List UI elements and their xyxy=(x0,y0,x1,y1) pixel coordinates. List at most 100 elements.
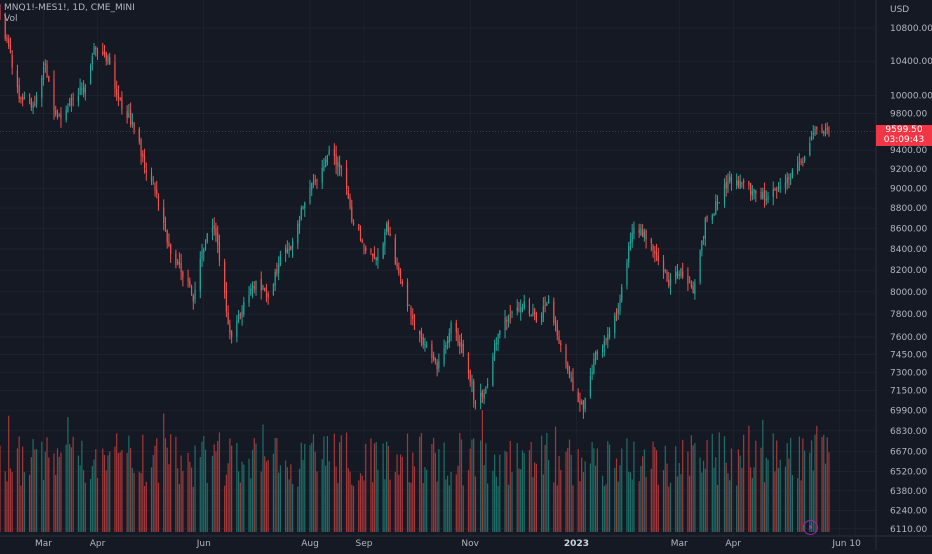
volume-bar xyxy=(386,441,388,532)
volume-bar xyxy=(420,433,423,532)
volume-bar xyxy=(114,446,116,532)
volume-bar xyxy=(227,463,229,532)
volume-bar xyxy=(20,485,22,532)
candle-body xyxy=(763,190,766,200)
volume-bar xyxy=(351,484,353,532)
candle-body xyxy=(267,293,269,298)
candle-body xyxy=(352,222,355,225)
candle-body xyxy=(741,182,743,184)
candle-body xyxy=(248,294,250,303)
volume-bar xyxy=(504,450,506,532)
candle-body xyxy=(483,393,485,399)
volume-bar xyxy=(164,438,167,532)
volume-bar xyxy=(821,436,823,532)
candle-body xyxy=(333,148,335,156)
candle-body xyxy=(218,243,221,261)
volume-bar xyxy=(642,456,644,532)
volume-bar xyxy=(237,471,240,532)
volume-bar xyxy=(694,443,696,532)
volume-bar xyxy=(194,445,196,532)
candle-body xyxy=(699,250,701,283)
volume-indicator-label[interactable]: Vol xyxy=(4,14,18,24)
candle-body xyxy=(255,280,257,290)
volume-bar xyxy=(777,468,780,532)
date-tick-label: Mar xyxy=(671,539,688,549)
volume-bar xyxy=(224,485,226,532)
candle-body xyxy=(814,128,816,135)
volume-bar xyxy=(595,465,597,532)
candle-body xyxy=(657,255,659,261)
candle-body xyxy=(79,86,81,95)
price-tick-label: 9400.00 xyxy=(890,146,927,156)
candle-body xyxy=(446,340,449,344)
candle-body xyxy=(199,258,201,291)
volume-bar xyxy=(70,447,73,532)
time-axis-labels[interactable]: Mar Apr Jun Aug Sep Nov 2023 Mar Apr Jun 10 xyxy=(35,539,861,549)
currency-label: USD xyxy=(890,5,909,15)
candle-body xyxy=(725,182,727,189)
volume-bar xyxy=(511,472,513,532)
candle-body xyxy=(690,283,692,288)
volume-bar xyxy=(239,482,241,532)
candle-body xyxy=(666,271,668,282)
candle-body xyxy=(499,330,501,335)
volume-bar xyxy=(570,454,572,532)
volume-bar xyxy=(614,467,616,532)
candle-body xyxy=(495,343,497,345)
candle-body xyxy=(217,232,219,245)
candle-body xyxy=(420,331,423,339)
candle-body xyxy=(60,114,62,119)
candle-body xyxy=(448,333,450,343)
candle-body xyxy=(487,384,489,386)
volume-bar xyxy=(298,468,301,532)
symbol-info[interactable]: MNQ1!-MES1!, 1D, CME_MINI xyxy=(4,3,135,13)
candle-body xyxy=(542,306,544,317)
candle-body xyxy=(607,334,609,341)
candle-body xyxy=(170,244,172,255)
candle-body xyxy=(751,191,753,197)
volume-bar xyxy=(117,453,120,532)
candle-body xyxy=(311,183,313,190)
candle-body xyxy=(450,323,452,334)
volume-bar xyxy=(84,482,86,532)
candle-body xyxy=(119,97,121,100)
volume-bar xyxy=(204,449,207,532)
candle-body xyxy=(584,397,586,410)
price-tick-label: 9000.00 xyxy=(890,184,927,194)
volume-bar xyxy=(558,456,560,532)
candle-body xyxy=(182,272,184,278)
volume-bar xyxy=(46,437,48,532)
candle-body xyxy=(389,233,391,236)
volume-bar xyxy=(142,434,144,532)
volume-bar xyxy=(473,438,475,532)
candle-body xyxy=(290,246,292,250)
candle-body xyxy=(727,180,729,189)
price-axis-labels[interactable]: 10800.00 10400.00 10000.00 9800.00 9400.00 92… xyxy=(890,24,932,535)
volume-bar xyxy=(523,452,525,532)
candle-body xyxy=(638,229,640,233)
candle-body xyxy=(786,177,788,184)
candle-body xyxy=(206,233,208,243)
volume-bar xyxy=(506,452,508,532)
volume-bar xyxy=(725,462,727,532)
candle-body xyxy=(706,215,708,220)
volume-bar xyxy=(492,470,494,532)
volume-bar xyxy=(260,471,262,532)
volume-bar xyxy=(702,460,705,532)
candle-body xyxy=(779,186,781,188)
candle-body xyxy=(377,256,379,261)
volume-bar xyxy=(398,474,400,532)
candle-body xyxy=(750,183,752,195)
candle-body xyxy=(309,187,311,204)
candle-body xyxy=(95,47,97,50)
candle-body xyxy=(53,78,55,111)
volume-bar xyxy=(495,476,497,532)
lightning-icon[interactable]: ⚡ xyxy=(803,520,818,535)
volume-bar xyxy=(669,482,672,532)
volume-bar xyxy=(217,440,219,532)
candle-body xyxy=(114,62,116,89)
price-tick-label: 8800.00 xyxy=(890,204,927,214)
price-tick-label: 6110.00 xyxy=(890,525,927,535)
